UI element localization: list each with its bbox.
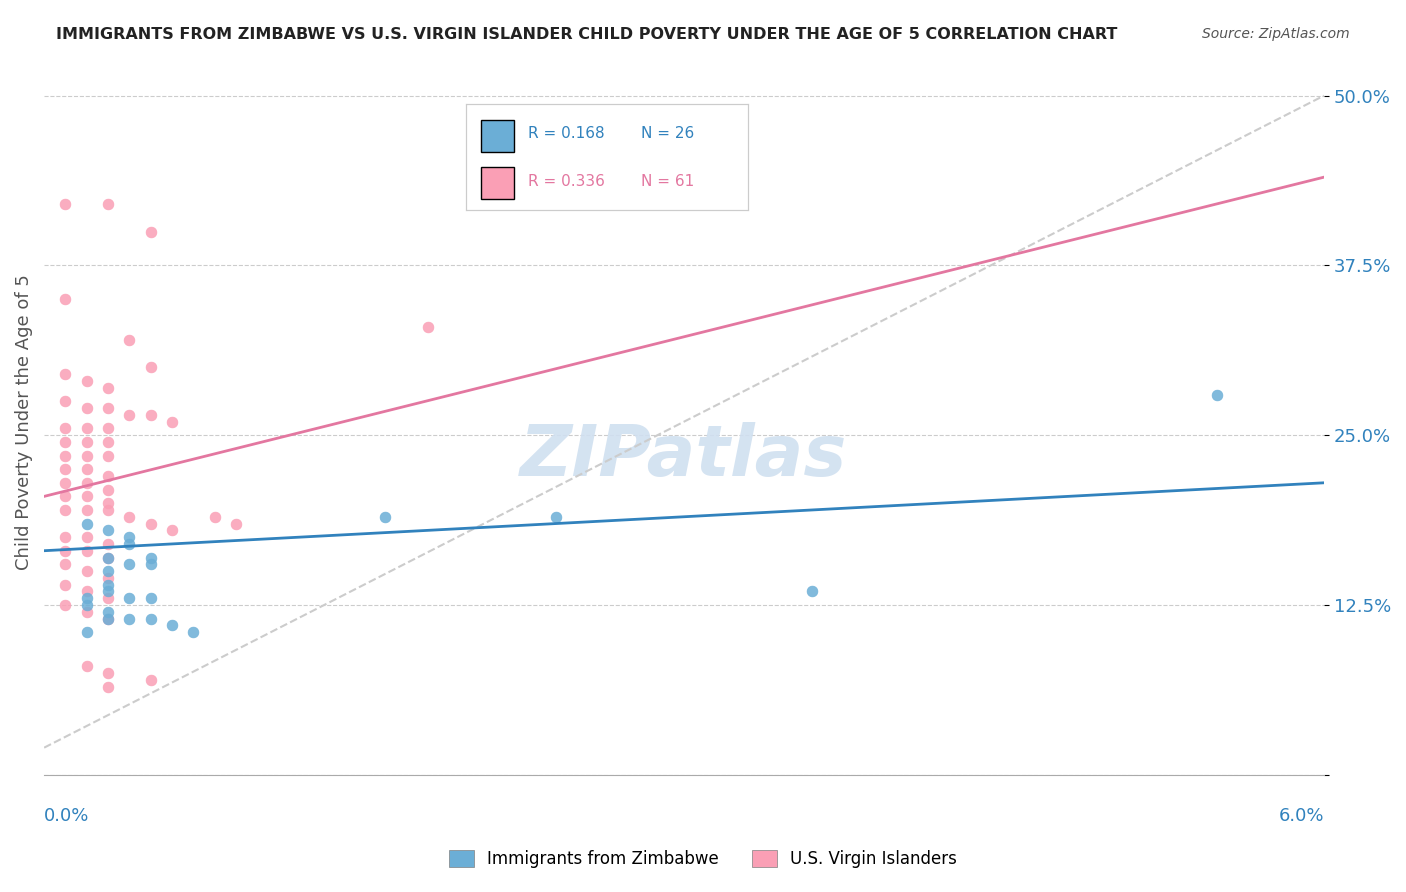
Point: [55, 543, 77, 558]
Point: [544, 509, 567, 524]
Point: [97, 197, 120, 211]
Point: [801, 584, 824, 599]
Point: [55, 475, 77, 490]
Point: [118, 537, 141, 551]
Point: [76, 374, 98, 388]
Text: ZIPatlas: ZIPatlas: [520, 423, 848, 491]
Point: [139, 558, 162, 572]
Point: [76, 462, 98, 476]
Point: [139, 550, 162, 565]
Point: [139, 360, 162, 375]
Point: [76, 659, 98, 673]
Point: [55, 394, 77, 409]
Point: [76, 598, 98, 612]
Point: [55, 421, 77, 435]
Point: [97, 680, 120, 694]
Point: [76, 401, 98, 416]
Point: [225, 516, 247, 531]
Point: [139, 612, 162, 626]
Text: 6.0%: 6.0%: [1278, 806, 1324, 825]
Point: [97, 550, 120, 565]
Point: [97, 577, 120, 591]
Point: [160, 524, 183, 538]
Point: [55, 449, 77, 463]
Point: [55, 462, 77, 476]
Point: [76, 564, 98, 578]
Point: [97, 564, 120, 578]
Point: [55, 530, 77, 544]
Point: [183, 625, 205, 640]
Point: [76, 435, 98, 450]
Point: [55, 197, 77, 211]
Point: [76, 489, 98, 503]
Point: [204, 509, 226, 524]
Point: [139, 591, 162, 606]
Point: [160, 618, 183, 632]
Point: [55, 558, 77, 572]
Point: [97, 605, 120, 619]
Point: [139, 673, 162, 687]
Point: [118, 591, 141, 606]
Point: [76, 516, 98, 531]
Point: [97, 435, 120, 450]
Point: [160, 415, 183, 429]
Point: [55, 435, 77, 450]
Point: [76, 543, 98, 558]
Point: [55, 503, 77, 517]
Point: [97, 524, 120, 538]
Point: [97, 381, 120, 395]
Point: [76, 584, 98, 599]
Point: [76, 605, 98, 619]
Point: [97, 665, 120, 680]
Point: [374, 509, 396, 524]
Point: [76, 591, 98, 606]
Text: IMMIGRANTS FROM ZIMBABWE VS U.S. VIRGIN ISLANDER CHILD POVERTY UNDER THE AGE OF : IMMIGRANTS FROM ZIMBABWE VS U.S. VIRGIN …: [56, 27, 1118, 42]
Point: [97, 421, 120, 435]
Point: [118, 612, 141, 626]
Point: [55, 598, 77, 612]
Point: [1206, 387, 1229, 401]
Point: [97, 537, 120, 551]
Text: 0.0%: 0.0%: [44, 806, 90, 825]
Point: [76, 625, 98, 640]
Point: [55, 489, 77, 503]
Point: [118, 558, 141, 572]
Point: [97, 612, 120, 626]
Point: [97, 550, 120, 565]
Point: [97, 449, 120, 463]
Point: [97, 483, 120, 497]
Point: [76, 503, 98, 517]
Point: [139, 516, 162, 531]
Point: [97, 612, 120, 626]
Point: [118, 530, 141, 544]
Point: [416, 319, 439, 334]
Point: [76, 449, 98, 463]
Y-axis label: Child Poverty Under the Age of 5: Child Poverty Under the Age of 5: [15, 274, 32, 570]
Point: [55, 577, 77, 591]
Point: [97, 591, 120, 606]
Point: [55, 293, 77, 307]
Point: [76, 421, 98, 435]
Point: [55, 367, 77, 381]
Point: [97, 401, 120, 416]
Text: Source: ZipAtlas.com: Source: ZipAtlas.com: [1202, 27, 1350, 41]
Point: [97, 571, 120, 585]
Legend: Immigrants from Zimbabwe, U.S. Virgin Islanders: Immigrants from Zimbabwe, U.S. Virgin Is…: [441, 843, 965, 875]
Point: [97, 469, 120, 483]
Point: [139, 408, 162, 422]
Point: [97, 503, 120, 517]
Point: [76, 475, 98, 490]
Point: [97, 496, 120, 510]
Point: [118, 509, 141, 524]
Point: [118, 333, 141, 347]
Point: [118, 408, 141, 422]
Point: [139, 225, 162, 239]
Point: [97, 584, 120, 599]
Point: [76, 530, 98, 544]
